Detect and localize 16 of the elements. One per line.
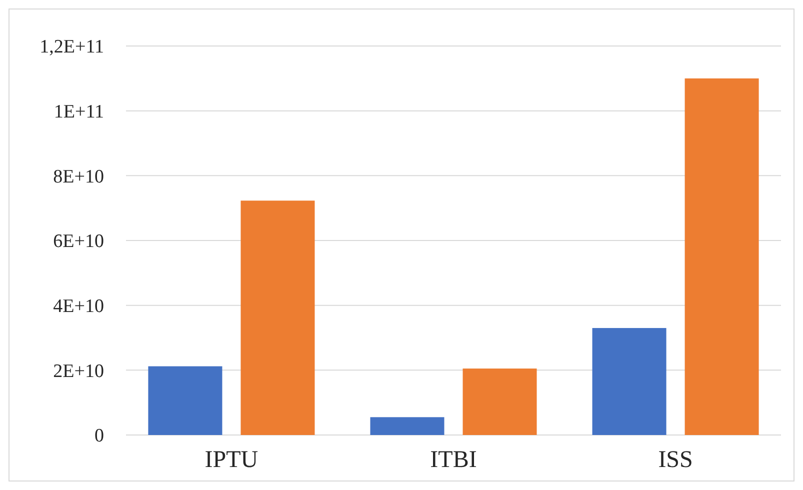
y-tick-label: 1,2E+11 (40, 36, 104, 58)
bar (148, 366, 222, 435)
bar (240, 200, 315, 435)
bar (462, 368, 537, 435)
x-tick-label: IPTU (204, 447, 258, 473)
y-tick-label: 2E+10 (53, 360, 104, 382)
y-tick-label: 4E+10 (53, 296, 104, 317)
y-tick-label: 1E+11 (54, 101, 104, 122)
x-tick-label: ISS (658, 447, 693, 473)
bar (684, 78, 759, 435)
x-tick-label: ITBI (430, 447, 477, 473)
y-tick-label: 0 (94, 426, 104, 447)
y-tick-label: 6E+10 (53, 231, 104, 252)
y-tick-label: 8E+10 (53, 166, 104, 188)
bar (592, 328, 666, 435)
bar (370, 417, 444, 435)
